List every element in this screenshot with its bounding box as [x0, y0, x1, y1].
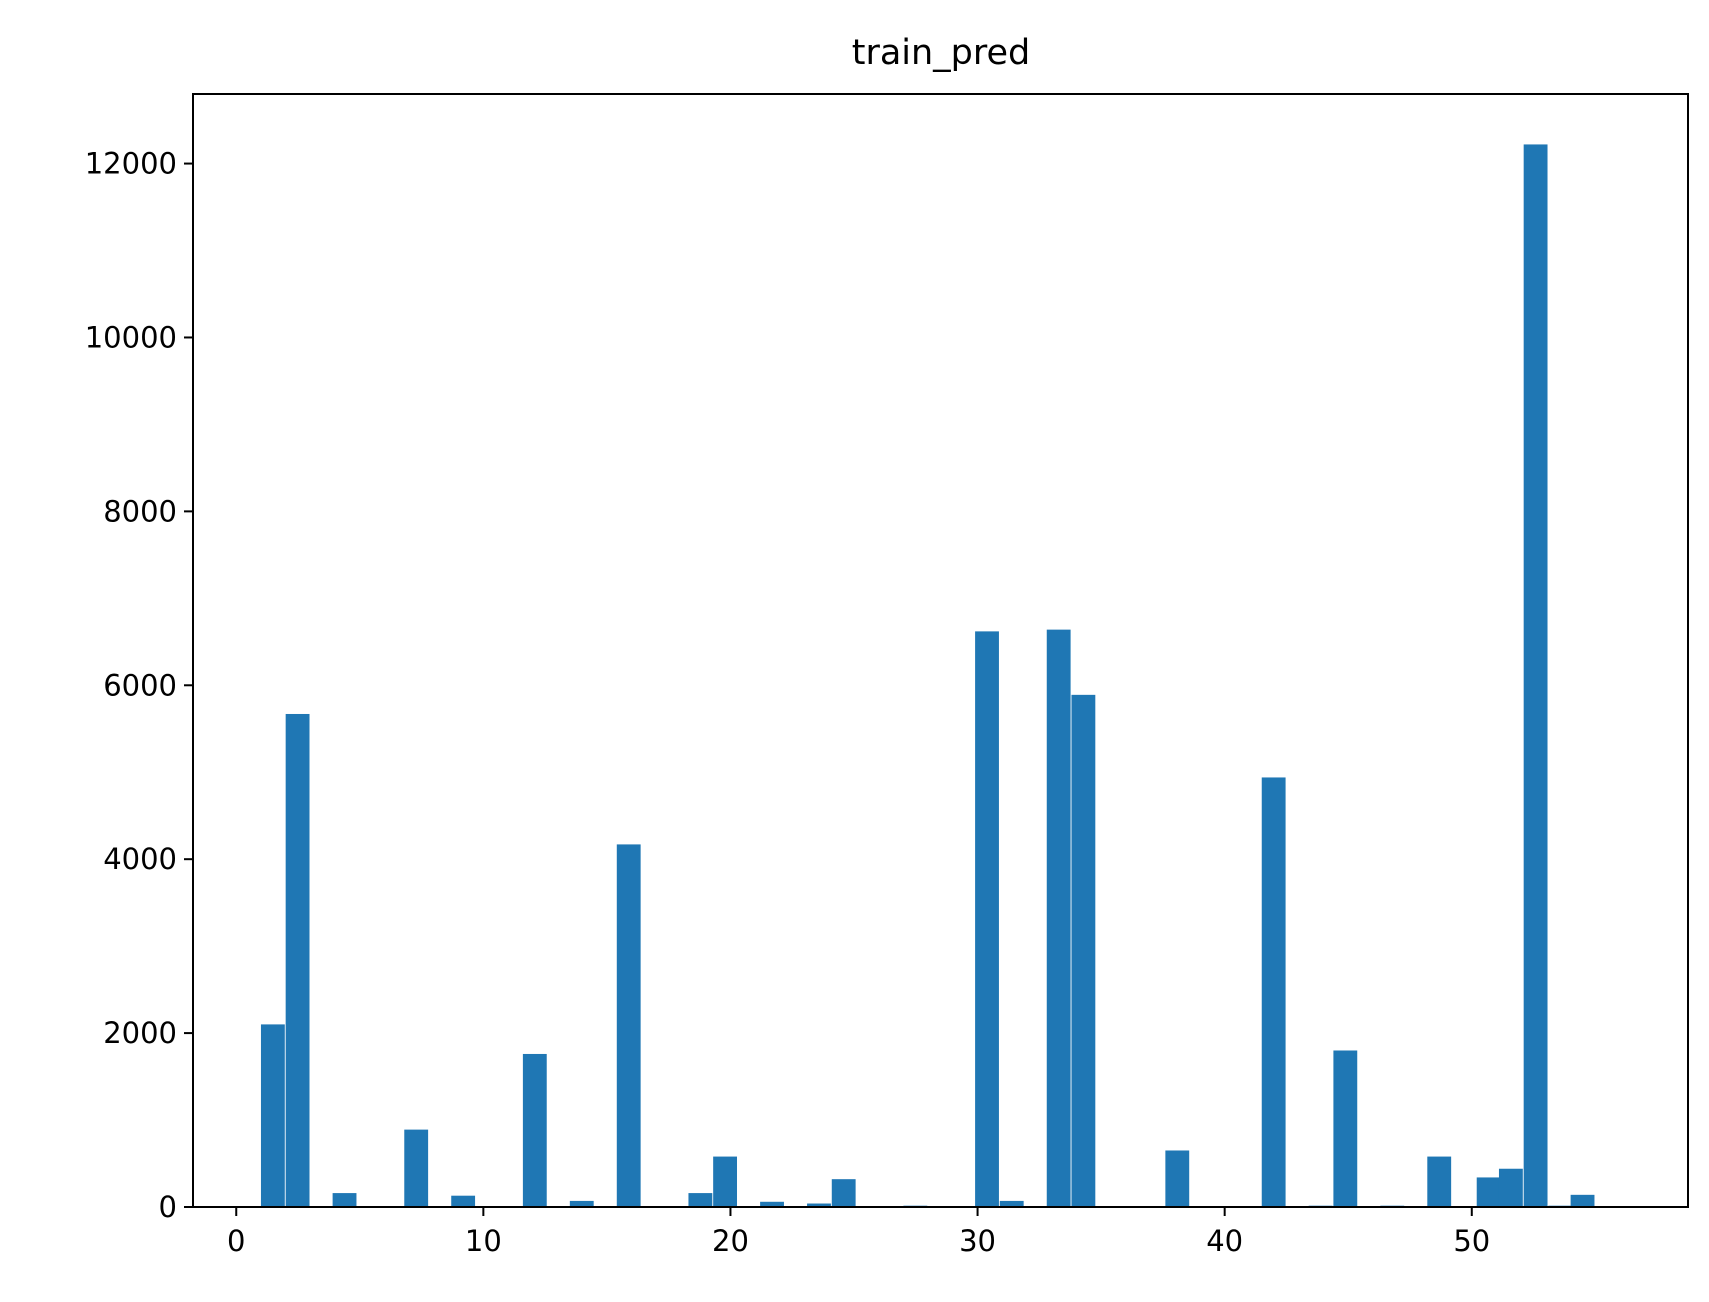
histogram-bar [451, 1195, 476, 1207]
histogram-bar [332, 1193, 357, 1207]
histogram-bar [831, 1179, 856, 1207]
y-tick-label: 10000 [85, 320, 177, 354]
histogram-bar [1523, 144, 1548, 1207]
histogram-bar [688, 1193, 713, 1207]
histogram-bar [1498, 1168, 1523, 1207]
y-tick-label: 2000 [103, 1016, 177, 1050]
histogram-bar [616, 844, 641, 1207]
histogram-bar [975, 631, 999, 1207]
x-axis: 0 10 20 30 40 50 [227, 1207, 1490, 1258]
x-tick-label: 50 [1453, 1224, 1490, 1258]
histogram-bar [1333, 1050, 1358, 1207]
chart-title: train_pred [852, 33, 1031, 73]
histogram-bar [760, 1201, 784, 1207]
histogram-bar [404, 1129, 429, 1207]
histogram-bar [713, 1156, 738, 1207]
y-tick-label: 6000 [103, 668, 177, 702]
histogram-bar [807, 1203, 831, 1207]
histogram-bar [1046, 629, 1071, 1207]
histogram-bar [1427, 1156, 1452, 1207]
x-tick-label: 40 [1206, 1224, 1243, 1258]
y-tick-label: 8000 [103, 494, 177, 528]
y-tick-label: 12000 [85, 147, 177, 181]
histogram-bar [522, 1053, 547, 1207]
y-axis: 0 2000 4000 6000 8000 10000 12000 [85, 147, 193, 1224]
plot-frame [192, 93, 1689, 1208]
histogram-bar [1570, 1194, 1595, 1207]
x-tick-label: 20 [712, 1224, 749, 1258]
histogram-bar [1261, 777, 1286, 1207]
histogram-bar [285, 713, 310, 1207]
histogram-bar [1071, 694, 1096, 1207]
y-tick-label: 4000 [103, 842, 177, 876]
x-tick-label: 30 [959, 1224, 996, 1258]
histogram-bar [1476, 1177, 1501, 1207]
x-tick-label: 10 [465, 1224, 502, 1258]
histogram-bar [260, 1024, 285, 1207]
bars-group [260, 144, 1595, 1207]
histogram-bar [1165, 1150, 1190, 1207]
x-tick-label: 0 [227, 1224, 245, 1258]
y-tick-label: 0 [159, 1190, 177, 1224]
histogram-bar [999, 1200, 1024, 1207]
histogram-bar [569, 1200, 594, 1207]
